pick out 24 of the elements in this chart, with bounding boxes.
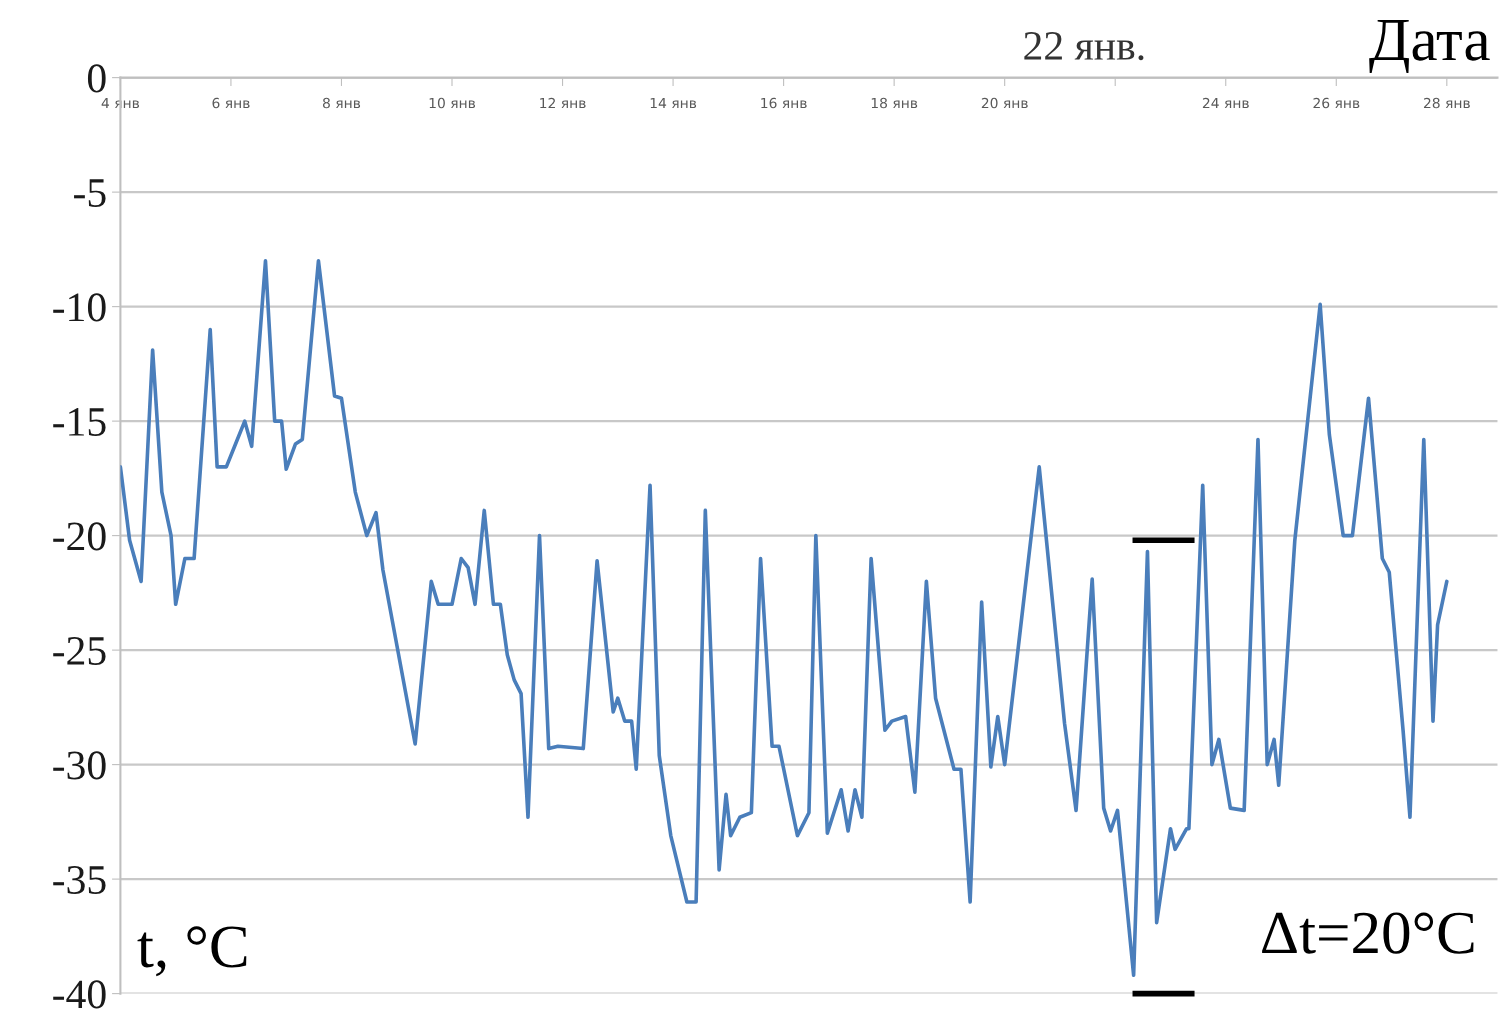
x-tick-label: 12 янв [540,97,586,109]
x-tick-label: 6 янв [212,97,250,109]
text: 22 янв. [1024,32,1144,61]
y-tick-label: 0 [87,64,106,93]
x-axis-title: Дата [1369,20,1490,74]
x-tick-label: 24 янв [1202,97,1249,109]
x-tick-label: 26 янв [1313,97,1360,109]
y-tick-label: -35 [53,865,106,894]
y-tick-label: -30 [53,751,106,780]
y-tick-label: -25 [53,636,106,665]
x-tick-label: 10 янв [429,97,476,109]
y-tick-label: -5 [74,179,106,207]
y-axis-title: t, °C [137,926,247,977]
y-tick-label: -15 [53,408,106,436]
x-tick-label: 8 янв [322,97,361,109]
x-tick-label: 16 янв [761,97,807,109]
x-tick-label: 18 янв [871,97,918,109]
annotation: Δt=20°C [1262,912,1474,954]
x-tick-label: 14 янв [650,97,697,109]
x-tick-label: 20 янв [981,97,1028,109]
y-tick-label: -10 [53,293,106,322]
y-tick-label: -20 [53,522,106,551]
y-tick-label: -40 [53,980,106,1009]
x-tick-label: 28 янв [1423,97,1470,109]
